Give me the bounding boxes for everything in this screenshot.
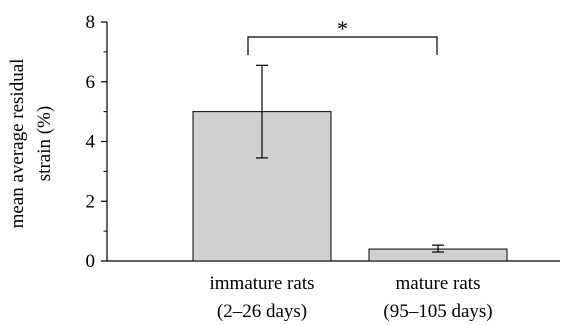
x-axis: immature rats (2–26 days) mature rats (95–1… — [107, 260, 560, 322]
y-tick-label: 2 — [86, 191, 96, 212]
x-category-label: (2–26 days) — [217, 301, 307, 322]
y-tick-label: 8 — [86, 12, 96, 33]
y-axis-title: mean average residual strain (%) — [7, 59, 55, 229]
y-tick-label: 6 — [86, 72, 96, 93]
x-category-label: (95–105 days) — [383, 301, 492, 322]
y-axis-title-line: mean average residual — [7, 59, 28, 229]
y-axis-title-line: strain (%) — [34, 106, 55, 181]
bars — [192, 111, 508, 262]
significance-label: * — [337, 16, 348, 41]
y-axis: 0 2 4 6 8 — [86, 12, 108, 272]
x-category-label: immature rats — [210, 273, 315, 294]
x-category-label: mature rats — [396, 273, 481, 294]
y-tick-label: 4 — [86, 132, 96, 153]
significance-annotation: * — [247, 16, 438, 55]
y-tick-label: 0 — [86, 251, 96, 272]
error-bars — [256, 64, 444, 253]
significance-bracket — [247, 36, 438, 55]
